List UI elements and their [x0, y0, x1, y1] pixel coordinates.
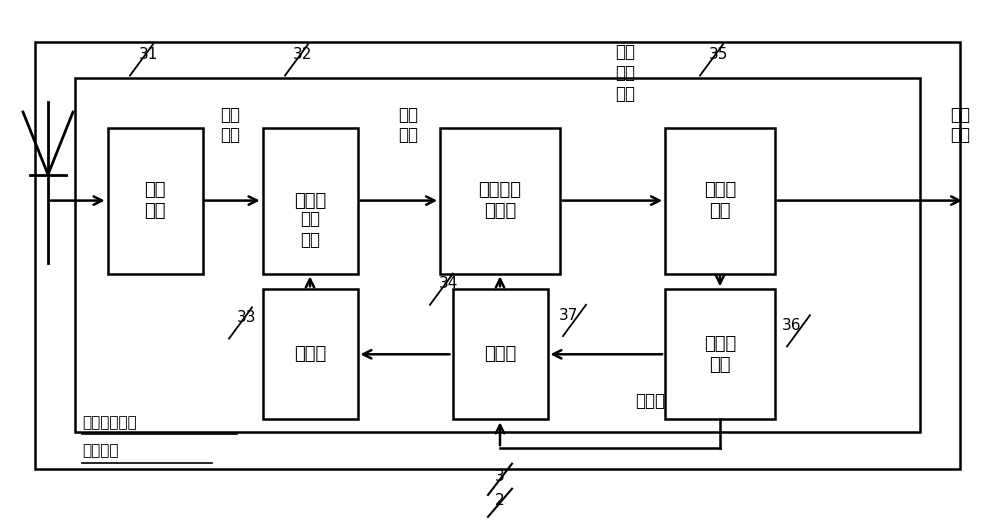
Bar	[262, 289, 358, 419]
Text: 36: 36	[782, 318, 802, 333]
Text: 射频
信号: 射频 信号	[220, 106, 240, 144]
Text: 第一
幅度
信号: 第一 幅度 信号	[615, 43, 635, 103]
Text: 中频
信号: 中频 信号	[398, 106, 418, 144]
Bar	[108, 128, 202, 274]
Text: 34: 34	[438, 277, 458, 291]
Text: 接收
单元: 接收 单元	[144, 181, 166, 220]
Bar	[665, 289, 775, 419]
Text: 31: 31	[138, 47, 158, 62]
Bar	[35, 42, 960, 469]
Bar	[440, 128, 560, 274]
Text: 2: 2	[495, 493, 505, 507]
Text: 3: 3	[495, 469, 505, 484]
Text: 幅值检
测器: 幅值检 测器	[704, 335, 736, 374]
Text: 控制器: 控制器	[484, 345, 516, 363]
Bar	[262, 128, 358, 274]
Text: 本振
信号: 本振 信号	[300, 210, 320, 249]
Text: 35: 35	[708, 47, 728, 62]
Text: 32: 32	[293, 47, 313, 62]
Bar	[452, 289, 548, 419]
Text: 33: 33	[237, 311, 257, 325]
Text: 混频器: 混频器	[294, 192, 326, 209]
Text: 37: 37	[558, 308, 578, 322]
Bar	[665, 128, 775, 274]
Text: 频率源: 频率源	[294, 345, 326, 363]
Text: 幅度值: 幅度值	[635, 392, 665, 410]
Text: 数据
信息: 数据 信息	[950, 106, 970, 144]
Bar	[75, 78, 920, 432]
Text: 幅度转
换器: 幅度转 换器	[704, 181, 736, 220]
Text: 接收设备: 接收设备	[82, 443, 119, 458]
Text: 信号处理电路: 信号处理电路	[82, 415, 137, 430]
Text: 频率幅度
转换器: 频率幅度 转换器	[479, 181, 522, 220]
